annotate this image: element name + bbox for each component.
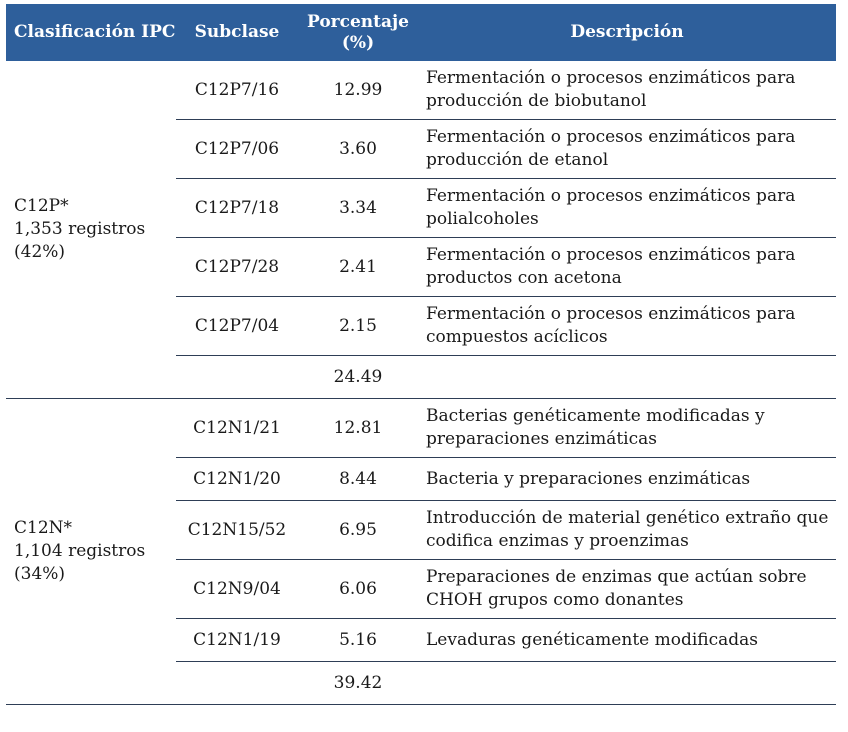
group-code: C12P*	[14, 196, 69, 216]
percent-cell: 12.99	[298, 61, 418, 120]
header-porcentaje-line2: (%)	[341, 32, 375, 53]
description-line1: Fermentación o procesos enzimáticos para	[426, 186, 796, 206]
subclass-cell: C12P7/04	[176, 296, 298, 356]
subclass-cell: C12N1/19	[176, 618, 298, 662]
description-cell: Fermentación o procesos enzimáticos para…	[418, 61, 836, 120]
percent-cell: 8.44	[298, 457, 418, 501]
subclass-cell: C12P7/06	[176, 119, 298, 179]
percent-cell: 2.15	[298, 296, 418, 356]
group-share: (42%)	[14, 242, 66, 262]
header-descripcion: Descripción	[418, 4, 836, 61]
group-records: 1,353 registros	[14, 219, 146, 239]
percent-cell: 12.81	[298, 398, 418, 458]
total-row: 24.49	[6, 355, 836, 399]
description-line1: Bacterias genéticamente modificadas y	[426, 406, 765, 426]
subclass-cell: C12P7/28	[176, 237, 298, 297]
table-row: C12N15/52 6.95 Introducción de material …	[6, 500, 836, 560]
percent-cell: 6.95	[298, 500, 418, 560]
subclass-cell: C12N1/20	[176, 457, 298, 501]
description-cell: Bacterias genéticamente modificadas y pr…	[418, 398, 836, 458]
table-row: C12N1/20 8.44 Bacteria y preparaciones e…	[6, 457, 836, 501]
description-line2: producción de etanol	[426, 150, 609, 170]
description-cell: Fermentación o procesos enzimáticos para…	[418, 296, 836, 356]
table-row: C12P7/04 2.15 Fermentación o procesos en…	[6, 296, 836, 356]
percent-cell: 3.34	[298, 178, 418, 238]
description-line2: preparaciones enzimáticas	[426, 429, 657, 449]
table-row: C12N* 1,104 registros (34%) C12N1/21 12.…	[6, 398, 836, 705]
description-line1: Fermentación o procesos enzimáticos para	[426, 68, 796, 88]
description-cell: Fermentación o procesos enzimáticos para…	[418, 237, 836, 297]
description-line2: producción de biobutanol	[426, 91, 647, 111]
table-row: C12N1/19 5.16 Levaduras genéticamente mo…	[6, 618, 836, 662]
total-desc-cell	[418, 661, 836, 705]
description-cell: Levaduras genéticamente modificadas	[418, 618, 836, 662]
ipc-classification-table: Clasificación IPC Subclase Porcentaje (%…	[6, 4, 836, 705]
group-records: 1,104 registros	[14, 541, 146, 561]
table-row: C12P7/18 3.34 Fermentación o procesos en…	[6, 178, 836, 238]
total-desc-cell	[418, 355, 836, 399]
table-header-row: Clasificación IPC Subclase Porcentaje (%…	[6, 4, 836, 61]
description-line2: polialcoholes	[426, 209, 539, 229]
description-line1: Preparaciones de enzimas que actúan sobr…	[426, 567, 807, 587]
description-line1: Fermentación o procesos enzimáticos para	[426, 304, 796, 324]
ipc-table-container: Clasificación IPC Subclase Porcentaje (%…	[6, 4, 836, 705]
header-subclase: Subclase	[176, 4, 298, 61]
total-blank-cell	[176, 661, 298, 705]
group-code: C12N*	[14, 518, 73, 538]
header-porcentaje-line1: Porcentaje	[307, 11, 409, 32]
percent-cell: 5.16	[298, 618, 418, 662]
description-cell: Fermentación o procesos enzimáticos para…	[418, 119, 836, 179]
description-line2: codifica enzimas y proenzimas	[426, 531, 689, 551]
percent-cell: 2.41	[298, 237, 418, 297]
subclass-cell: C12N9/04	[176, 559, 298, 619]
total-row: 39.42	[6, 661, 836, 705]
description-line1: Levaduras genéticamente modificadas	[426, 629, 759, 650]
total-blank-cell	[176, 355, 298, 399]
table-row: C12P* 1,353 registros (42%) C12P7/16 12.…	[6, 61, 836, 399]
description-cell: Preparaciones de enzimas que actúan sobr…	[418, 559, 836, 619]
total-percent-cell: 39.42	[298, 661, 418, 705]
description-cell: Bacteria y preparaciones enzimáticas	[418, 457, 836, 501]
description-line2: compuestos acíclicos	[426, 327, 608, 347]
subclass-cell: C12N15/52	[176, 500, 298, 560]
description-line2: productos con acetona	[426, 268, 622, 288]
subclass-cell: C12P7/18	[176, 178, 298, 238]
description-line1: Fermentación o procesos enzimáticos para	[426, 245, 796, 265]
subclass-cell: C12P7/16	[176, 61, 298, 120]
header-clasificacion: Clasificación IPC	[6, 4, 176, 61]
description-cell: Introducción de material genético extrañ…	[418, 500, 836, 560]
group-cell-c12n: C12N* 1,104 registros (34%)	[6, 398, 176, 705]
description-line1: Fermentación o procesos enzimáticos para	[426, 127, 796, 147]
total-percent-cell: 24.49	[298, 355, 418, 399]
table-row: C12N9/04 6.06 Preparaciones de enzimas q…	[6, 559, 836, 619]
subclass-cell: C12N1/21	[176, 398, 298, 458]
header-porcentaje: Porcentaje (%)	[298, 4, 418, 61]
table-row: C12P7/06 3.60 Fermentación o procesos en…	[6, 119, 836, 179]
description-line1: Introducción de material genético extrañ…	[426, 508, 829, 528]
group-share: (34%)	[14, 564, 66, 584]
percent-cell: 6.06	[298, 559, 418, 619]
percent-cell: 3.60	[298, 119, 418, 179]
description-line2: CHOH grupos como donantes	[426, 590, 684, 610]
group-cell-c12p: C12P* 1,353 registros (42%)	[6, 61, 176, 399]
description-cell: Fermentación o procesos enzimáticos para…	[418, 178, 836, 238]
description-line1: Bacteria y preparaciones enzimáticas	[426, 468, 751, 489]
table-row: C12P7/28 2.41 Fermentación o procesos en…	[6, 237, 836, 297]
